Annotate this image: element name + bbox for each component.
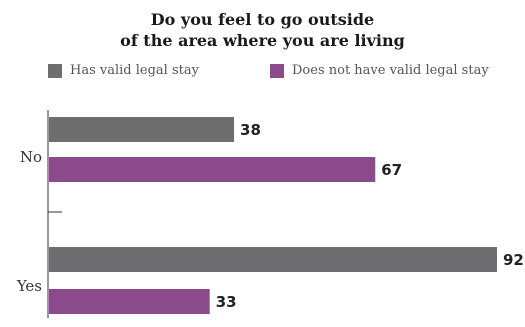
bar-no-series-1: [49, 157, 376, 182]
bar-no-series-0: [49, 117, 235, 142]
legend-swatch-no-valid-stay: [270, 63, 284, 78]
legend-swatch-valid-stay: [48, 63, 62, 78]
legend-label-no-valid-stay: Does not have valid legal stay: [292, 63, 489, 78]
category-label-no: No: [20, 148, 42, 166]
value-label-yes-series-1: 33: [216, 293, 237, 311]
value-label-no-series-1: 67: [381, 161, 402, 179]
bar-yes-series-1: [49, 289, 210, 314]
legend-item-valid-stay: Has valid legal stay: [48, 63, 199, 78]
chart-title-line-2: of the area where you are living: [120, 31, 405, 50]
category-label-yes: Yes: [16, 277, 42, 295]
chart-title: Do you feel to go outside of the area wh…: [0, 9, 525, 51]
value-label-no-series-0: 38: [240, 121, 261, 139]
value-label-yes-series-0: 92: [503, 251, 524, 269]
chart-title-line-1: Do you feel to go outside: [150, 10, 375, 29]
legend-item-no-valid-stay: Does not have valid legal stay: [270, 63, 489, 78]
legend-label-valid-stay: Has valid legal stay: [70, 63, 199, 78]
bar-yes-series-0: [49, 247, 497, 272]
